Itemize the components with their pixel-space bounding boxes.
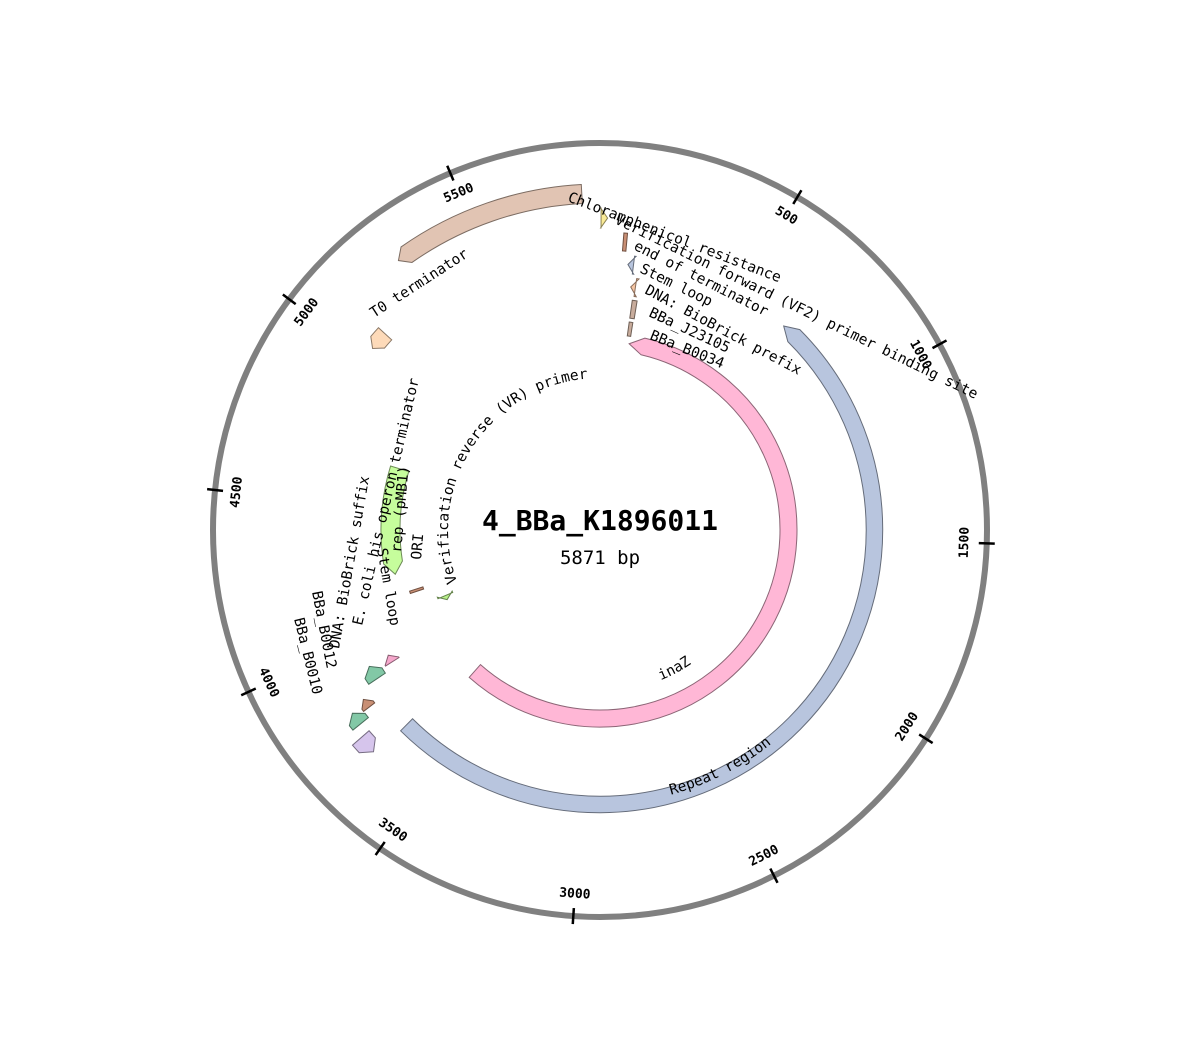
plasmid-length: 5871 bp — [560, 547, 640, 569]
feature-stem-loop-2[interactable] — [364, 665, 387, 685]
feature-biobrick-suffix[interactable] — [361, 698, 376, 713]
tick-mark — [571, 908, 576, 925]
feature-bba-b0010[interactable] — [351, 730, 376, 754]
feature-bba-b0034[interactable] — [626, 321, 634, 337]
tick-label: 5500 — [442, 180, 477, 206]
tick-mark — [206, 487, 224, 493]
feature-vr-primer[interactable] — [436, 589, 454, 601]
feature-chloramphenicol-resistance[interactable] — [397, 183, 583, 263]
label-inaz: inaZ — [656, 654, 694, 684]
feature-shapes — [348, 183, 884, 814]
tick-mark — [446, 165, 455, 181]
backbone-circle — [210, 140, 990, 920]
feature-biobrick-prefix[interactable] — [630, 278, 641, 298]
tick-label: 4000 — [255, 665, 282, 700]
feature-his-operon-terminator[interactable] — [384, 654, 400, 667]
feature-inaz[interactable] — [468, 337, 798, 728]
feature-rep-pmb1[interactable] — [380, 465, 410, 576]
plasmid-name: 4_BBa_K1896011 — [482, 504, 718, 537]
feature-vf2-primer[interactable] — [599, 207, 609, 229]
label-rep-pmb1: rep (pMB1) — [389, 465, 413, 553]
tick-mark — [374, 841, 386, 856]
tick-label: 4500 — [228, 476, 246, 509]
label-ori: ORI — [409, 533, 427, 560]
tick-label: 500 — [772, 204, 800, 229]
tick-label: 5000 — [292, 295, 323, 329]
tick-label: 2500 — [747, 842, 782, 870]
feature-repeat-region[interactable] — [399, 325, 884, 814]
tick-label: 1500 — [957, 527, 973, 559]
tick-mark — [918, 733, 934, 745]
label-repeat-region: Repeat region — [668, 734, 774, 798]
feature-t0-terminator[interactable] — [370, 327, 393, 349]
tick-mark — [978, 541, 995, 545]
feature-end-of-terminator[interactable] — [621, 232, 629, 252]
tick-mark — [792, 189, 803, 205]
feature-bba-b0012[interactable] — [348, 712, 370, 731]
tick-label: 3500 — [376, 815, 410, 845]
tick-mark — [769, 868, 779, 884]
tick-label: 3000 — [559, 886, 591, 903]
tick-mark — [240, 687, 257, 697]
feature-stem-loop-1[interactable] — [627, 255, 638, 275]
tick-mark — [931, 339, 948, 350]
tick-mark — [282, 293, 297, 306]
feature-bba-j23105[interactable] — [629, 299, 638, 320]
tick-label: 2000 — [893, 709, 923, 744]
feature-ori[interactable] — [408, 586, 425, 595]
